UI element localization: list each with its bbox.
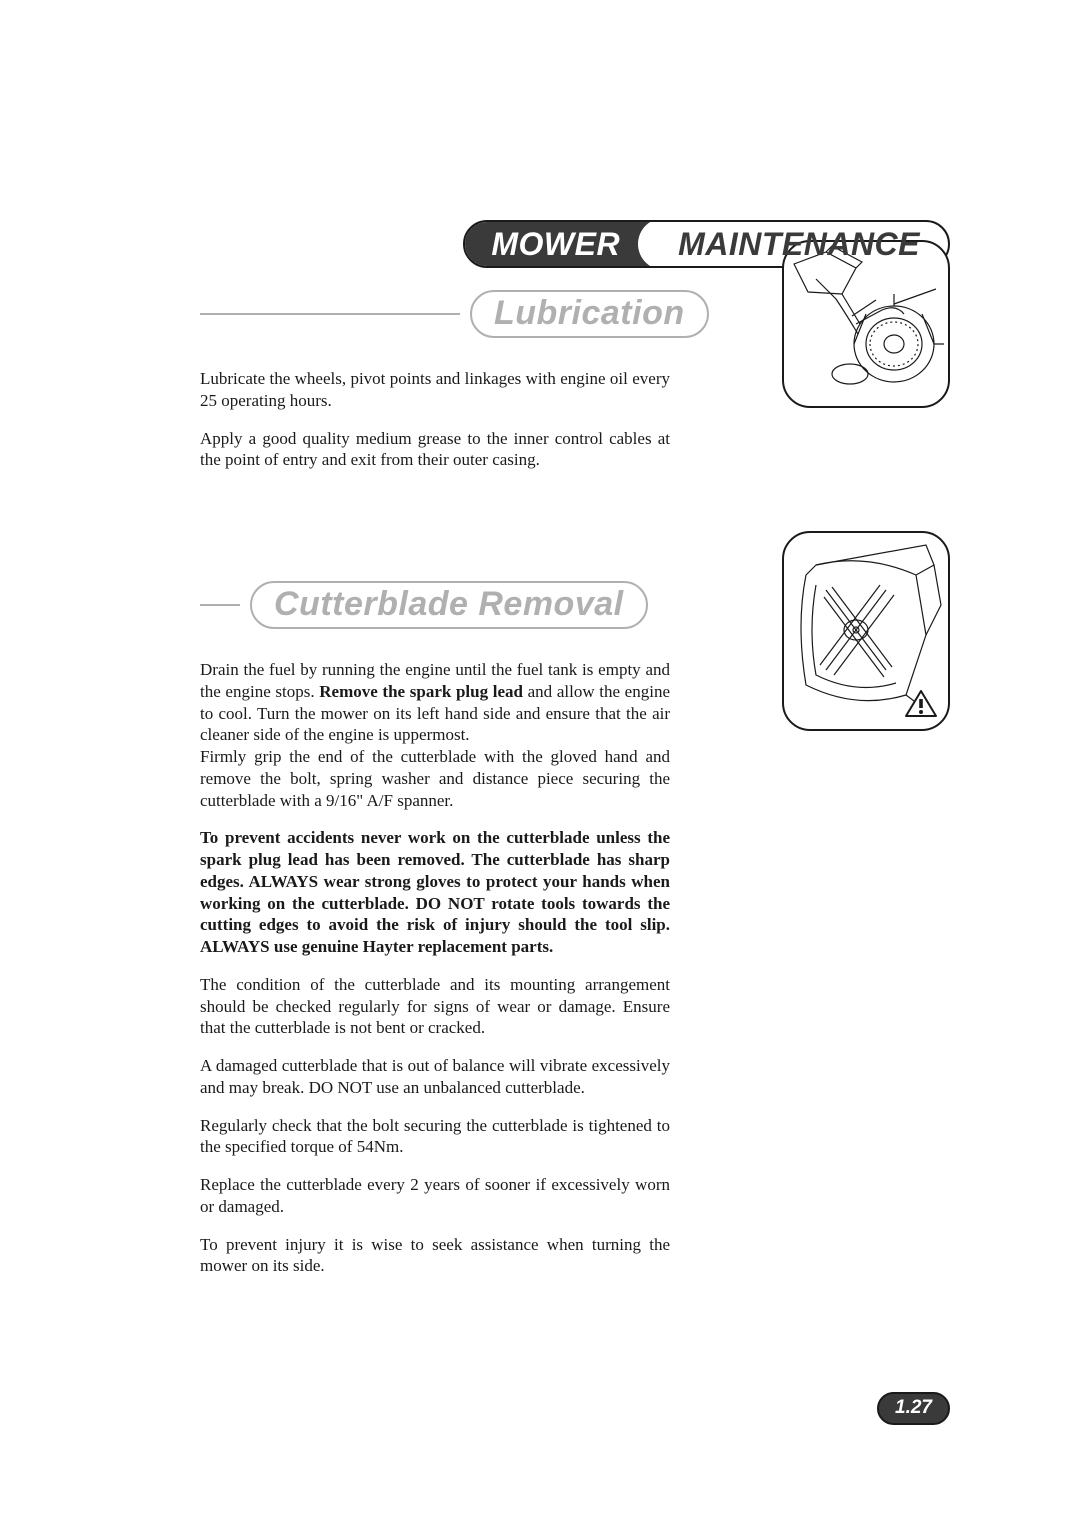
- cutterblade-title: Cutterblade Removal: [250, 581, 648, 629]
- lubrication-section: Lubrication Lubricate the wheels, pivot …: [200, 290, 950, 471]
- lubrication-heading-row: Lubrication: [200, 290, 766, 338]
- cutterblade-p3: The condition of the cutterblade and its…: [200, 974, 670, 1039]
- cutterblade-p6: Replace the cutterblade every 2 years of…: [200, 1174, 670, 1218]
- cutterblade-heading-row: Cutterblade Removal: [200, 581, 766, 629]
- cutterblade-p1: Drain the fuel by running the engine unt…: [200, 659, 670, 811]
- lubrication-body: Lubricate the wheels, pivot points and l…: [200, 368, 670, 471]
- warning-icon: [904, 689, 938, 719]
- wheel-oilcan-icon: [786, 244, 946, 404]
- cutterblade-illustration: [782, 531, 950, 731]
- header-divider: [640, 220, 670, 268]
- lubrication-title: Lubrication: [470, 290, 709, 338]
- cutterblade-body: Drain the fuel by running the engine unt…: [200, 659, 670, 1277]
- p1-bold: Remove the spark plug lead: [319, 682, 523, 701]
- lubrication-p2: Apply a good quality medium grease to th…: [200, 428, 670, 472]
- p1-part-d: Firmly grip the end of the cutterblade w…: [200, 747, 670, 810]
- heading-rule: [200, 313, 460, 315]
- header-left-label: MOWER: [465, 220, 640, 268]
- page-number: 1.27: [877, 1392, 950, 1425]
- lubrication-p1: Lubricate the wheels, pivot points and l…: [200, 368, 670, 412]
- cutterblade-p5: Regularly check that the bolt securing t…: [200, 1115, 670, 1159]
- page-header: MOWER MAINTENANCE: [463, 220, 950, 268]
- cutterblade-p4: A damaged cutterblade that is out of bal…: [200, 1055, 670, 1099]
- heading-rule: [200, 604, 240, 606]
- cutterblade-section: Cutterblade Removal Drain the fuel by ru…: [200, 581, 950, 1277]
- cutterblade-p2: To prevent accidents never work on the c…: [200, 827, 670, 958]
- header-right-label: MAINTENANCE: [670, 220, 948, 268]
- cutterblade-p7: To prevent injury it is wise to seek ass…: [200, 1234, 670, 1278]
